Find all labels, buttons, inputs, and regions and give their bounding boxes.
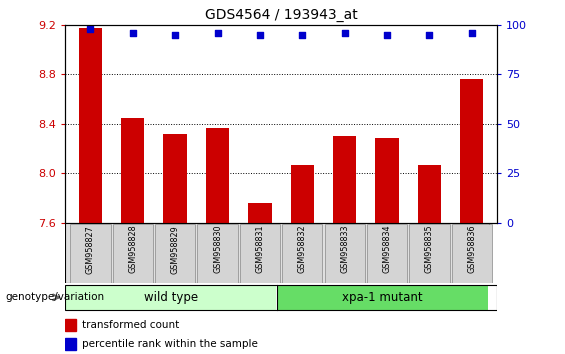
Bar: [112, 224, 153, 282]
Point: [383, 32, 392, 38]
Point: [425, 32, 434, 38]
Bar: [70, 224, 111, 282]
Point: [467, 30, 476, 35]
Bar: [451, 224, 492, 282]
Text: wild type: wild type: [144, 291, 198, 304]
Text: GSM958831: GSM958831: [255, 225, 264, 273]
Text: xpa-1 mutant: xpa-1 mutant: [342, 291, 423, 304]
Point: [298, 32, 307, 38]
Bar: [248, 203, 272, 223]
Text: GSM958834: GSM958834: [383, 225, 392, 273]
Bar: [163, 134, 187, 223]
Bar: [290, 165, 314, 223]
Bar: [282, 224, 323, 282]
Point: [255, 32, 264, 38]
Point: [86, 26, 95, 32]
Bar: [333, 136, 357, 223]
Bar: [79, 28, 102, 223]
Bar: [65, 319, 76, 331]
Text: GSM958829: GSM958829: [171, 225, 180, 274]
Bar: [277, 285, 488, 309]
Point: [171, 32, 180, 38]
Text: GSM958832: GSM958832: [298, 225, 307, 273]
Bar: [460, 79, 484, 223]
Text: percentile rank within the sample: percentile rank within the sample: [82, 339, 258, 349]
Bar: [324, 224, 365, 282]
Bar: [197, 224, 238, 282]
Bar: [155, 224, 195, 282]
Text: transformed count: transformed count: [82, 320, 180, 330]
Bar: [206, 128, 229, 223]
Text: GSM958835: GSM958835: [425, 225, 434, 273]
Text: GSM958836: GSM958836: [467, 225, 476, 273]
Bar: [240, 224, 280, 282]
Text: GSM958828: GSM958828: [128, 225, 137, 273]
Text: GSM958827: GSM958827: [86, 225, 95, 274]
Bar: [367, 224, 407, 282]
Bar: [66, 285, 276, 309]
Title: GDS4564 / 193943_at: GDS4564 / 193943_at: [205, 8, 358, 22]
Bar: [375, 137, 399, 223]
Bar: [409, 224, 450, 282]
Point: [128, 30, 137, 35]
Text: GSM958833: GSM958833: [340, 225, 349, 273]
Bar: [121, 118, 145, 223]
Bar: [418, 165, 441, 223]
Point: [340, 30, 349, 35]
Bar: [65, 338, 76, 350]
Text: GSM958830: GSM958830: [213, 225, 222, 273]
Point: [213, 30, 222, 35]
Text: genotype/variation: genotype/variation: [6, 292, 105, 302]
